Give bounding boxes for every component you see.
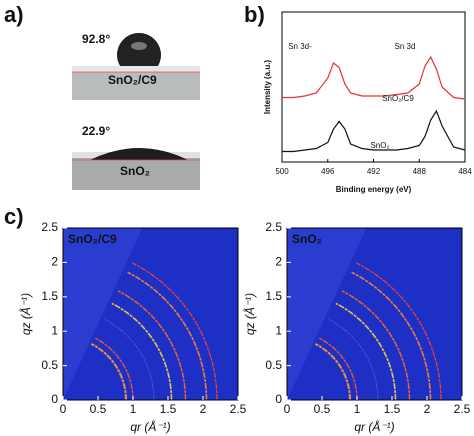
x-tick-label: 1 bbox=[354, 402, 361, 416]
x-tick-label: 0 bbox=[284, 402, 291, 416]
panel-label: b) bbox=[244, 2, 265, 27]
ring bbox=[351, 271, 432, 400]
panel-label: c) bbox=[4, 204, 24, 229]
series-label: SnO₂/C9 bbox=[382, 94, 414, 103]
y-tick-label: 1 bbox=[275, 323, 282, 337]
plot-frame bbox=[281, 11, 466, 163]
scattering-image bbox=[287, 228, 462, 400]
ring bbox=[111, 302, 173, 400]
ring bbox=[117, 290, 187, 400]
y-tick-label: 2 bbox=[275, 255, 282, 269]
ring bbox=[335, 302, 397, 400]
ring bbox=[341, 290, 411, 400]
wedge bbox=[63, 228, 143, 400]
image-title: SnO₂/C9 bbox=[68, 232, 117, 246]
x-tick-label: 2.5 bbox=[454, 402, 471, 416]
y-tick-label: 2 bbox=[51, 255, 58, 269]
wedge bbox=[287, 228, 367, 400]
x-tick-label: 0.5 bbox=[90, 402, 107, 416]
ring bbox=[127, 271, 208, 400]
droplet-image bbox=[72, 32, 200, 190]
y-tick-label: 0.5 bbox=[41, 358, 58, 372]
contact-angle: 92.8° bbox=[82, 32, 110, 46]
y-axis-label: qz (Å⁻¹) bbox=[18, 293, 33, 335]
x-axis-label: qr (Å⁻¹) bbox=[130, 419, 170, 434]
x-axis-label: Binding energy (eV) bbox=[336, 185, 412, 194]
ring bbox=[132, 262, 218, 400]
ring bbox=[90, 343, 127, 400]
y-tick-label: 2.5 bbox=[41, 220, 58, 234]
y-tick-label: 1 bbox=[51, 323, 58, 337]
x-tick-label: 1.5 bbox=[160, 402, 177, 416]
y-tick-label: 0 bbox=[275, 392, 282, 406]
x-tick-label: 484 bbox=[458, 167, 472, 176]
x-tick-label: 1 bbox=[130, 402, 137, 416]
sample-label: SnO₂/C9 bbox=[108, 73, 157, 87]
y-axis-label: qz (Å⁻¹) bbox=[242, 293, 257, 335]
x-tick-label: 492 bbox=[367, 167, 381, 176]
series-line bbox=[282, 109, 466, 153]
x-tick-label: 488 bbox=[413, 167, 427, 176]
annotation: Sn 3d- bbox=[288, 42, 312, 51]
plot-frame bbox=[62, 227, 239, 401]
x-tick-label: 2 bbox=[424, 402, 431, 416]
y-tick-label: 1.5 bbox=[265, 289, 282, 303]
x-tick-label: 1.5 bbox=[384, 402, 401, 416]
y-tick-label: 0 bbox=[51, 392, 58, 406]
image-title: SnO₂ bbox=[292, 232, 322, 246]
y-tick-label: 1.5 bbox=[41, 289, 58, 303]
x-axis-label: qr (Å⁻¹) bbox=[354, 419, 394, 434]
annotation: Sn 3d bbox=[395, 42, 416, 51]
x-tick-label: 2.5 bbox=[230, 402, 247, 416]
x-tick-label: 496 bbox=[321, 167, 335, 176]
scattering-image bbox=[63, 228, 238, 400]
ring bbox=[356, 262, 442, 400]
y-tick-label: 0.5 bbox=[265, 358, 282, 372]
x-tick-label: 0.5 bbox=[314, 402, 331, 416]
x-tick-label: 500 bbox=[275, 167, 289, 176]
ring bbox=[314, 343, 351, 400]
series-line bbox=[282, 55, 466, 100]
contact-angle: 22.9° bbox=[82, 124, 110, 138]
y-tick-label: 2.5 bbox=[265, 220, 282, 234]
x-tick-label: 0 bbox=[60, 402, 67, 416]
ring bbox=[94, 337, 134, 400]
y-axis-label: Intensity (a.u.) bbox=[263, 60, 272, 115]
sample-label: SnO₂ bbox=[120, 164, 150, 178]
series-label: SnO₂ bbox=[370, 141, 389, 150]
panel-label: a) bbox=[4, 2, 24, 27]
ring bbox=[103, 318, 155, 400]
ring bbox=[318, 337, 358, 400]
ring bbox=[327, 318, 379, 400]
x-tick-label: 2 bbox=[200, 402, 207, 416]
plot-frame bbox=[286, 227, 463, 401]
